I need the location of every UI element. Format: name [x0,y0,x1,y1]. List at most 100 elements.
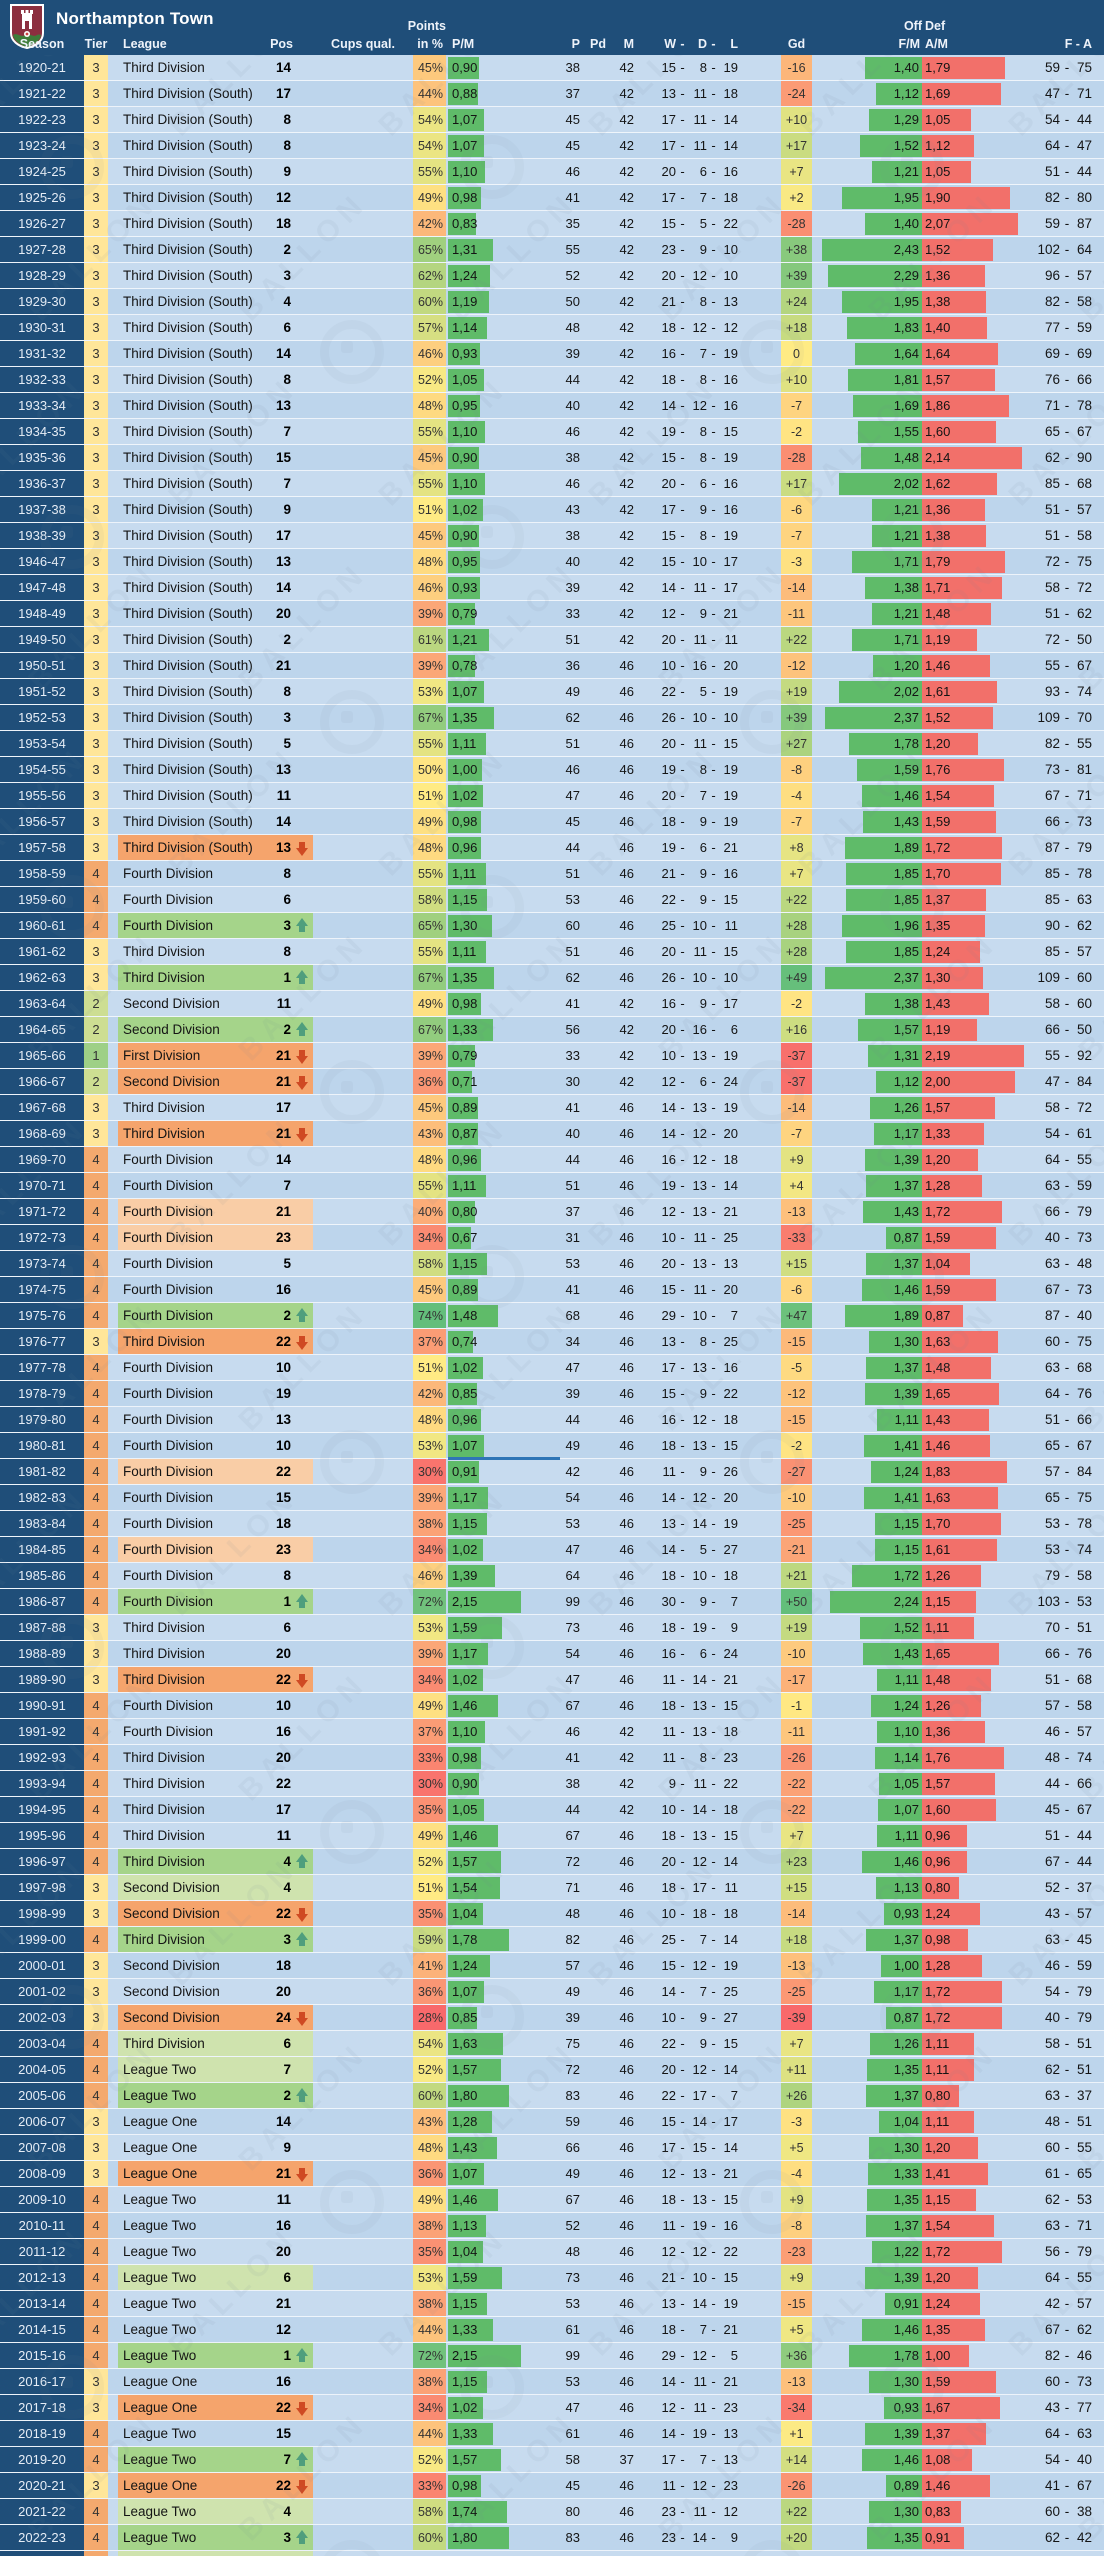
cups-qualification-cell [313,1563,413,1588]
defense-cell: 1,57 [922,367,1029,392]
points-deduction-cell [584,2057,610,2082]
relegation-arrow-icon [293,2478,311,2494]
goals-for-value: 66 [1044,1022,1060,1037]
season-row: 1986-87 4 Fourth Division 1 72% 2,15 99 … [0,1589,1104,1615]
tier-cell: 3 [84,1901,108,1926]
goals-against-value: 57 [1076,1906,1092,1921]
wins-value: 22 [661,684,676,699]
offense-value: 1,05 [893,1776,919,1791]
points-cell: 46 [565,762,580,777]
goals-for-against-cell: 51 - 57 [1029,497,1104,522]
goals-against-value: 75 [1076,554,1092,569]
offense-bar [858,421,922,443]
points-deduction-cell [584,133,610,158]
wins-value: 18 [661,1828,676,1843]
defense-cell: 2,19 [922,1043,1029,1068]
defense-bar [922,2007,1002,2029]
points-per-match-bar [448,1071,473,1093]
league-cell: Fourth Division 10 [118,1355,313,1380]
points-per-match-value: 1,02 [452,2400,478,2415]
points-per-match-bar [448,2397,483,2419]
goals-against-value: 67 [1076,424,1092,439]
points-per-match-value: 0,96 [452,840,478,855]
points-per-match-value: 1,10 [452,476,478,491]
defense-cell: 1,59 [922,809,1029,834]
cups-qualification-cell [313,1121,413,1146]
points-per-match-bar [448,265,491,287]
league-cell: League Two 4 [118,2499,313,2524]
draws-value: 11 [693,944,708,959]
tier-cell: 4 [84,913,108,938]
cups-qualification-cell [313,159,413,184]
wdl-cell: 23 - 11 - 12 [636,2499,760,2524]
arrow-icon [293,2192,311,2208]
points-per-match-value: 0,90 [452,528,478,543]
goals-against-value: 55 [1076,2270,1092,2285]
losses-value: 16 [723,476,738,491]
losses-value: 13 [723,2426,738,2441]
promotion-arrow-icon [293,1021,311,1038]
points-deduction-cell [584,731,610,756]
wins-value: 20 [661,476,676,491]
goals-against-value: 55 [1076,736,1092,751]
tier-cell: 3 [84,2005,108,2030]
season-row: 1932-33 3 Third Division (South) 8 52% 1… [0,367,1104,393]
season-cell: 1984-85 [0,1537,84,1562]
season-cell: 1992-93 [0,1745,84,1770]
goal-diff-cell: -4 [781,2161,812,2186]
defense-value: 1,57 [925,1100,951,1115]
cups-qualification-cell [313,1381,413,1406]
matches-cell: 46 [619,2088,634,2103]
offense-cell: 1,40 [815,55,922,80]
draws-value: 11 [693,2374,708,2389]
defense-cell: 1,59 [922,1225,1029,1250]
league-name: Third Division (South) [123,658,253,673]
tier-cell: 4 [84,887,108,912]
tier-cell: 4 [84,1485,108,1510]
goals-for-value: 66 [1044,814,1060,829]
defense-value: 1,15 [925,2192,951,2207]
league-cell: Third Division 22 [118,1771,313,1796]
league-name: Third Division (South) [123,372,253,387]
points-per-match-value: 0,98 [452,996,478,1011]
points-cell: 42 [565,1464,580,1479]
goal-diff-cell: +9 [781,1147,812,1172]
points-per-match-bar [448,421,486,443]
tier-cell: 4 [84,1147,108,1172]
points-per-match-value: 1,10 [452,424,478,439]
league-name: League Two [123,2192,197,2207]
wins-value: 20 [661,1256,676,1271]
tier-cell: 3 [84,263,108,288]
points-per-match-bar [448,135,485,157]
season-cell: 1994-95 [0,1797,84,1822]
season-cell: 2019-20 [0,2447,84,2472]
points-percent-cell: 48% [413,835,446,860]
points-per-match-value: 1,59 [452,1620,478,1635]
matches-cell: 42 [619,372,634,387]
points-deduction-cell [584,1953,610,1978]
arrow-icon [293,190,311,206]
draws-value: 16 [692,658,707,673]
points-cell: 30 [565,1074,580,1089]
wdl-cell: 19 - 8 - 15 [636,419,760,444]
goals-for-value: 87 [1044,1308,1060,1323]
matches-cell: 42 [619,86,634,101]
season-row: 1962-63 3 Third Division 1 67% 1,35 62 4… [0,965,1104,991]
cups-qualification-cell [313,2057,413,2082]
losses-value: 18 [723,1152,738,1167]
wdl-cell: 12 - 12 - 22 [636,2239,760,2264]
arrow-icon [293,320,311,336]
goals-for-against-cell: 47 - 84 [1029,1069,1104,1094]
points-per-match-cell: 0,67 [448,1225,560,1250]
goals-for-against-cell: 53 - 74 [1029,1537,1104,1562]
offense-value: 1,35 [893,2530,919,2545]
points-per-match-bar [448,707,494,729]
position-value: 10 [275,1438,291,1453]
tier-cell: 3 [84,445,108,470]
offense-cell: 1,24 [815,1459,922,1484]
tier-cell: 1 [84,1043,108,1068]
offense-value: 1,20 [893,658,919,673]
arrow-icon [293,1542,311,1558]
offense-value: 1,43 [893,1204,919,1219]
promotion-arrow-icon [293,2347,311,2364]
